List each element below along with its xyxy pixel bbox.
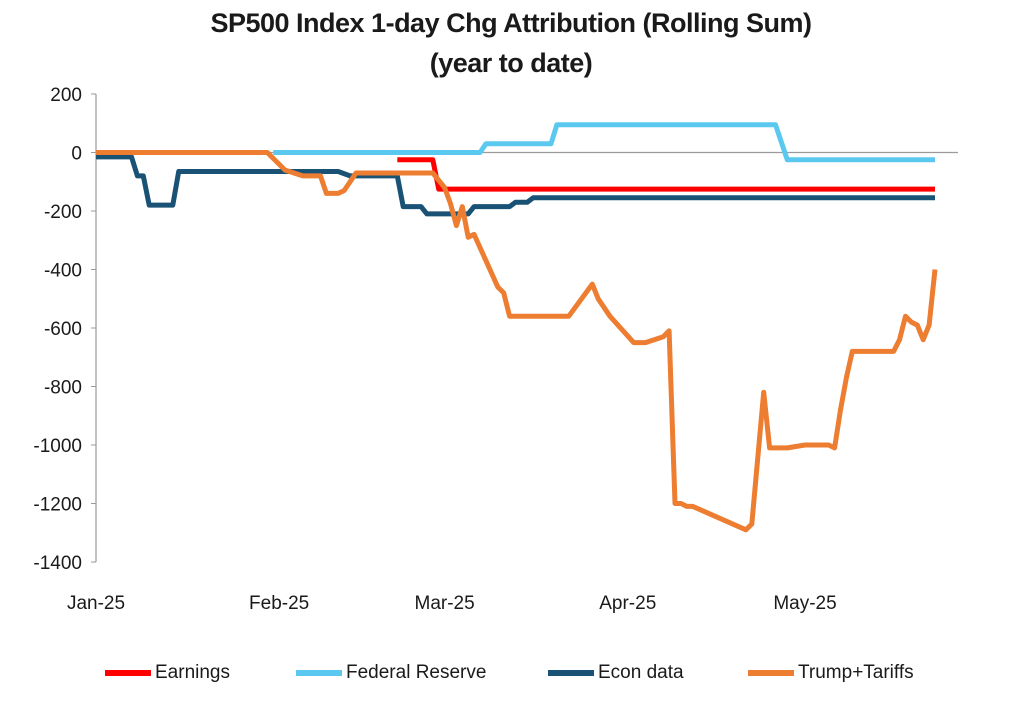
x-tick-label: Jan-25 — [67, 593, 125, 614]
x-tick-label: Feb-25 — [249, 593, 309, 614]
y-tick-label: -400 — [44, 261, 82, 282]
legend-item-federal-reserve: Federal Reserve — [296, 655, 486, 691]
series-line-econ-data — [96, 154, 935, 217]
legend-label: Econ data — [598, 662, 684, 683]
chart-axes: 200 0 -200 -400 -600 -800 -1000 -1200 -1400 Jan-2… — [33, 85, 958, 614]
y-tick-label: 200 — [50, 85, 82, 106]
series-line-federal-reserve — [273, 122, 935, 163]
legend-swatch — [296, 670, 342, 676]
legend-swatch — [105, 670, 151, 676]
series-line-earnings — [397, 157, 935, 192]
chart-series-lines — [96, 122, 938, 533]
legend-label: Earnings — [155, 662, 230, 683]
legend-label: Federal Reserve — [346, 662, 487, 683]
legend-swatch — [548, 670, 594, 676]
y-tick-label: -1400 — [33, 553, 82, 574]
chart-subtitle: (year to date) — [429, 48, 593, 78]
y-tick-label: -1000 — [33, 436, 82, 457]
y-tick-label: 0 — [71, 144, 82, 165]
legend-item-trump-tariffs: Trump+Tariffs — [748, 655, 914, 691]
legend-label: Trump+Tariffs — [798, 662, 914, 683]
x-tick-label: Mar-25 — [415, 593, 475, 614]
y-tick-label: -1200 — [33, 495, 82, 516]
x-tick-label: May-25 — [773, 593, 836, 614]
y-tick-label: -200 — [44, 202, 82, 223]
y-tick-label: -800 — [44, 378, 82, 399]
y-tick-label: -600 — [44, 319, 82, 340]
chart-legend: Earnings Federal Reserve Econ data Trump+Ta… — [0, 655, 1022, 691]
legend-item-earnings: Earnings — [105, 655, 230, 691]
legend-item-econ-data: Econ data — [548, 655, 684, 691]
x-tick-label: Apr-25 — [599, 593, 656, 614]
legend-swatch — [748, 670, 794, 676]
chart-title: SP500 Index 1-day Chg Attribution (Rolli… — [210, 8, 812, 38]
series-line-trump-tariffs — [96, 150, 938, 533]
